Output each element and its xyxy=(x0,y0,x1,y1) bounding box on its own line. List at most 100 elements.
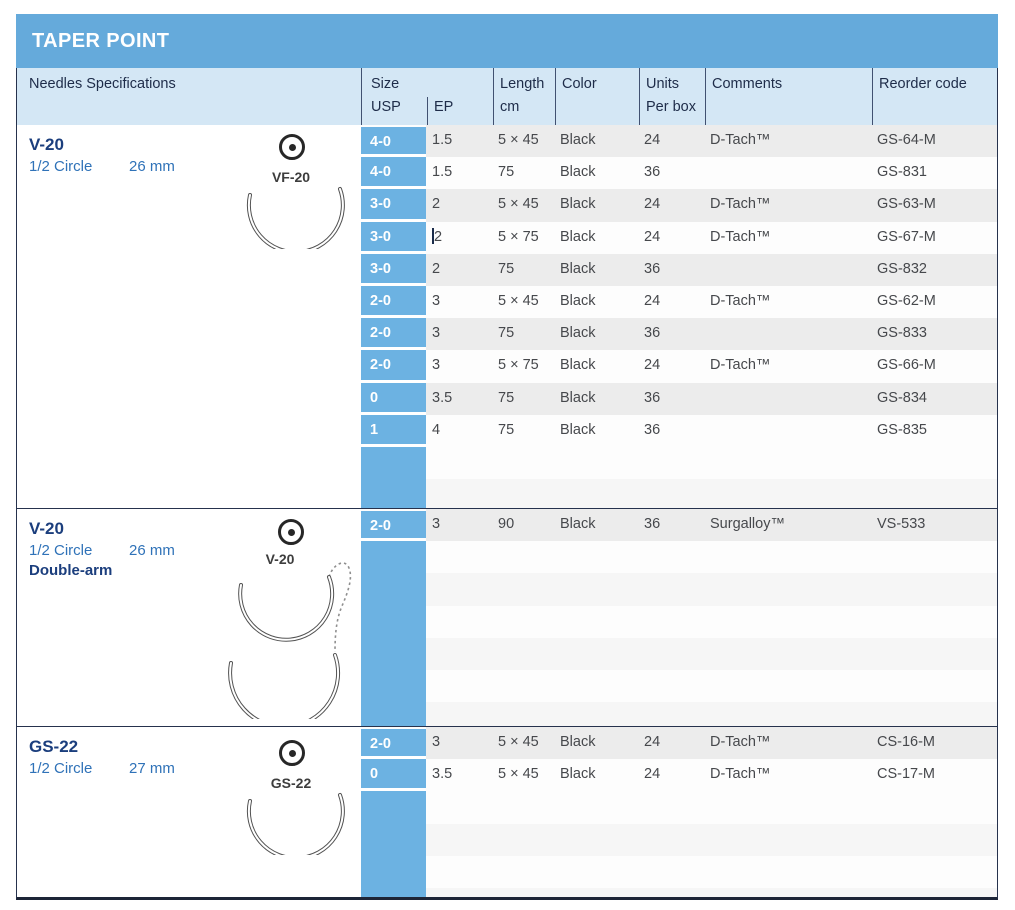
comments-cell xyxy=(705,414,872,447)
ep-cell: 3 xyxy=(426,318,493,351)
col-header-comments: Comments xyxy=(705,68,872,125)
color-cell: Black xyxy=(555,382,639,415)
ep-cell: 1.5 xyxy=(426,157,493,190)
usp-cell: 4-0 xyxy=(361,125,426,158)
reorder-code-cell: GS-833 xyxy=(872,318,997,351)
needle-arm-type: Double-arm xyxy=(29,562,113,579)
needle-cross-section-icon xyxy=(278,519,304,545)
comments-cell: D-Tach™ xyxy=(705,285,872,319)
needle-subtitle: 1/2 Circle 27 mm xyxy=(29,758,361,779)
needle-subtitle: 1/2 Circle 26 mm xyxy=(29,156,361,177)
needle-diameter: 27 mm xyxy=(129,760,175,777)
ep-cell: 3 xyxy=(426,727,493,760)
section-title-bar: TAPER POINT xyxy=(16,14,998,68)
comments-cell: D-Tach™ xyxy=(705,125,872,158)
reorder-code-cell: GS-63-M xyxy=(872,189,997,222)
usp-cell: 3-0 xyxy=(361,189,426,222)
col-header-needles-specifications: Needles Specifications xyxy=(29,76,176,92)
empty-filler-row xyxy=(426,887,997,897)
col-header-length: Length cm xyxy=(493,68,555,125)
needle-diagram xyxy=(246,793,345,855)
ep-cell: 3 xyxy=(426,509,493,542)
table-body-wrapper: Needles Specifications Size USP EP Lengt… xyxy=(16,68,998,900)
usp-cell: 1 xyxy=(361,414,426,447)
length-cell: 75 xyxy=(493,157,555,190)
table-row: 3-0 2 5 × 75 Black 24 D-Tach™ GS-67-M xyxy=(361,221,997,254)
empty-filler-row xyxy=(426,605,997,638)
usp-cell: 2-0 xyxy=(361,318,426,351)
reorder-code-cell: GS-64-M xyxy=(872,125,997,158)
units-cell: 24 xyxy=(639,285,705,319)
usp-cell: 0 xyxy=(361,382,426,415)
col-header-units: Units Per box xyxy=(639,68,705,125)
color-cell: Black xyxy=(555,221,639,254)
ep-cell: 3.5 xyxy=(426,382,493,415)
empty-filler-row xyxy=(426,637,997,670)
units-cell: 36 xyxy=(639,382,705,415)
needle-circle-type: 1/2 Circle xyxy=(29,158,93,175)
section-rows: 2-0 3 5 × 45 Black 24 D-Tach™ CS-16-M 0 3.5 5 × 4… xyxy=(361,727,997,897)
usp-cell: 2-0 xyxy=(361,509,426,542)
reorder-code-cell: GS-834 xyxy=(872,382,997,415)
length-cell: 90 xyxy=(493,509,555,542)
col-header-reorder-code: Reorder code xyxy=(872,68,997,125)
usp-cell: 4-0 xyxy=(361,157,426,190)
product-section: 2-0 3 5 × 45 Black 24 D-Tach™ CS-16-M 0 3.5 5 × 4… xyxy=(17,726,997,897)
units-cell: 24 xyxy=(639,727,705,760)
usp-cell: 3-0 xyxy=(361,253,426,286)
length-cell: 5 × 45 xyxy=(493,125,555,158)
reorder-code-cell: VS-533 xyxy=(872,509,997,542)
reorder-code-cell: GS-835 xyxy=(872,414,997,447)
length-cell: 5 × 45 xyxy=(493,759,555,792)
color-cell: Black xyxy=(555,125,639,158)
col-header-usp: USP xyxy=(371,99,401,115)
length-cell: 5 × 45 xyxy=(493,189,555,222)
needle-circle-type: 1/2 Circle xyxy=(29,760,93,777)
comments-cell: D-Tach™ xyxy=(705,189,872,222)
length-cell: 75 xyxy=(493,253,555,286)
needle-diagram-label: V-20 xyxy=(265,551,295,567)
section-rows: 4-0 1.5 5 × 45 Black 24 D-Tach™ GS-64-M 4-0 1.5 7… xyxy=(361,125,997,508)
units-cell: 24 xyxy=(639,350,705,383)
needle-diagram-label: GS-22 xyxy=(270,775,312,791)
column-header-row: Needles Specifications Size USP EP Lengt… xyxy=(17,68,997,125)
length-cell: 5 × 45 xyxy=(493,727,555,760)
col-header-size-group: Size USP EP xyxy=(361,68,493,125)
color-cell: Black xyxy=(555,727,639,760)
col-header-color: Color xyxy=(555,68,639,125)
comments-cell xyxy=(705,253,872,286)
usp-cell: 2-0 xyxy=(361,727,426,760)
ep-cell: 2 xyxy=(426,253,493,286)
needle-specification: GS-22 1/2 Circle 27 mm GS-22 xyxy=(17,727,361,897)
reorder-code-cell: CS-16-M xyxy=(872,727,997,760)
table-row: 0 3.5 75 Black 36 GS-834 xyxy=(361,382,997,415)
col-header-units-sub: Per box xyxy=(646,99,696,115)
comments-cell: D-Tach™ xyxy=(705,221,872,254)
empty-filler-row xyxy=(426,855,997,888)
needle-specification: V-20 1/2 Circle 26 mm Double-arm V-20 xyxy=(17,509,361,726)
empty-filler-row xyxy=(426,446,997,480)
product-section: 2-0 3 90 Black 36 Surgalloy™ VS-533 V-20 1/2 Cir… xyxy=(17,508,997,726)
color-cell: Black xyxy=(555,509,639,542)
ep-cell: 2 xyxy=(426,221,493,254)
product-section: 4-0 1.5 5 × 45 Black 24 D-Tach™ GS-64-M 4-0 1.5 7… xyxy=(17,125,997,508)
table-row: 1 4 75 Black 36 GS-835 xyxy=(361,414,997,447)
color-cell: Black xyxy=(555,318,639,351)
usp-cell: 3-0 xyxy=(361,221,426,254)
reorder-code-cell: GS-66-M xyxy=(872,350,997,383)
empty-filler-row xyxy=(426,702,997,726)
length-cell: 5 × 75 xyxy=(493,221,555,254)
table-row: 2-0 3 90 Black 36 Surgalloy™ VS-533 xyxy=(361,509,997,542)
needle-model-name: V-20 xyxy=(29,135,64,154)
usp-cell: 0 xyxy=(361,759,426,792)
ep-cell: 2 xyxy=(426,189,493,222)
comments-cell xyxy=(705,382,872,415)
needle-diameter: 26 mm xyxy=(129,158,175,175)
color-cell: Black xyxy=(555,759,639,792)
length-cell: 5 × 45 xyxy=(493,285,555,319)
empty-filler-row xyxy=(426,823,997,856)
ep-cell: 4 xyxy=(426,414,493,447)
length-cell: 75 xyxy=(493,382,555,415)
text-cursor xyxy=(432,227,434,244)
comments-cell: D-Tach™ xyxy=(705,350,872,383)
